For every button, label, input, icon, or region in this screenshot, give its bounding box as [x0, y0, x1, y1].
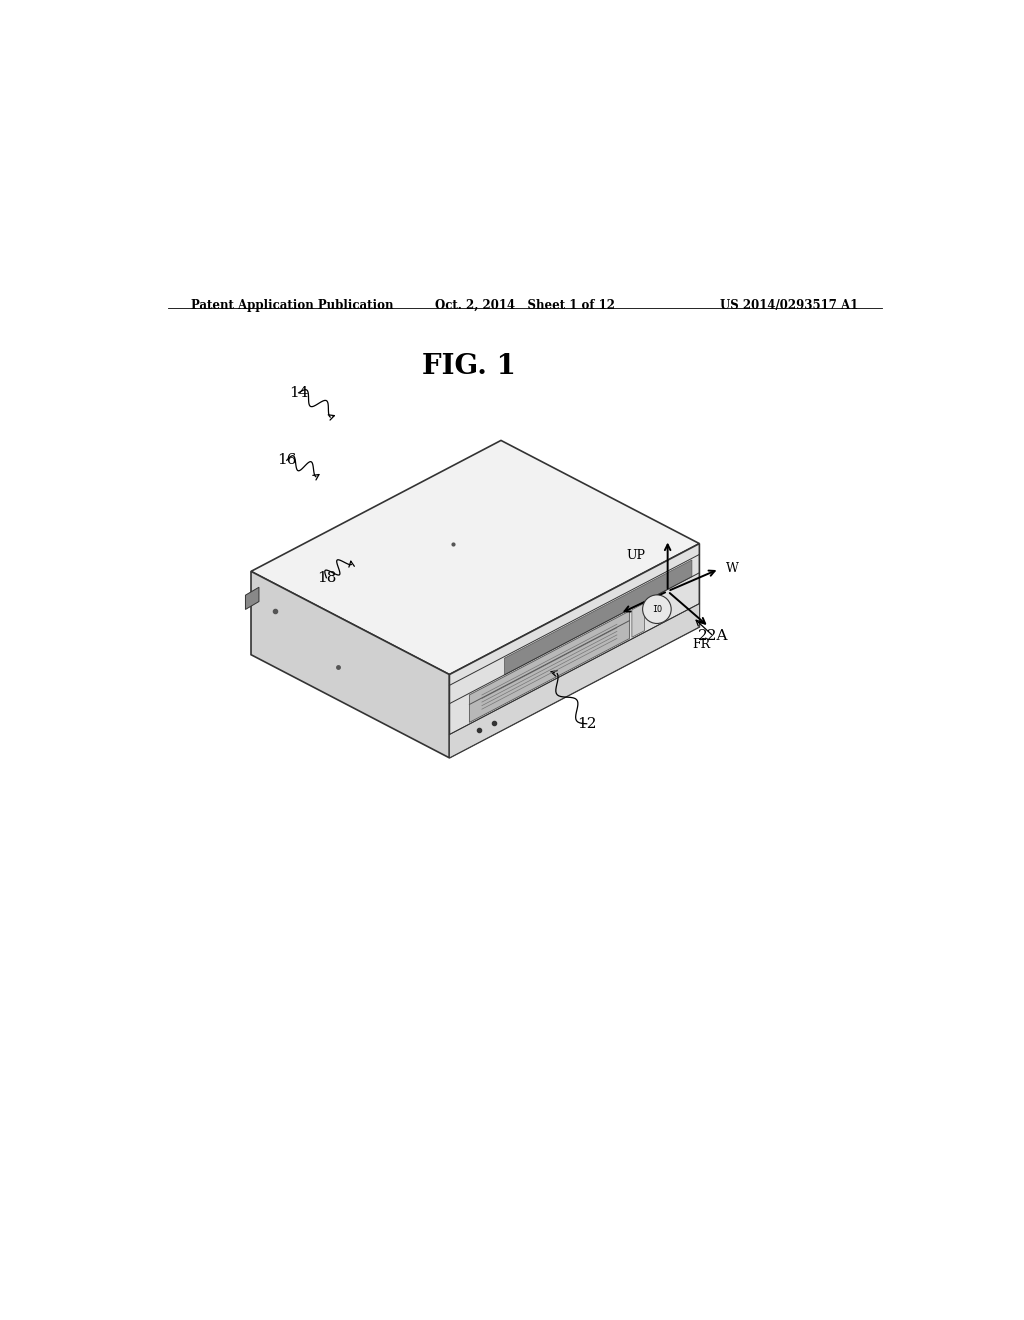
Text: 16: 16	[276, 453, 297, 467]
Text: FR: FR	[692, 638, 711, 651]
Polygon shape	[251, 572, 450, 758]
Circle shape	[643, 595, 671, 623]
Polygon shape	[469, 611, 630, 722]
Text: Patent Application Publication: Patent Application Publication	[191, 300, 394, 312]
Polygon shape	[450, 544, 699, 758]
Text: W: W	[726, 562, 738, 576]
Text: FIG. 1: FIG. 1	[422, 354, 515, 380]
Text: 12: 12	[577, 717, 596, 731]
Polygon shape	[251, 441, 699, 675]
Polygon shape	[246, 587, 259, 610]
Text: 14: 14	[289, 385, 308, 400]
Text: Oct. 2, 2014   Sheet 1 of 12: Oct. 2, 2014 Sheet 1 of 12	[435, 300, 614, 312]
Text: 22A: 22A	[698, 630, 729, 643]
Text: 18: 18	[316, 570, 336, 585]
Polygon shape	[505, 560, 692, 675]
Text: US 2014/0293517 A1: US 2014/0293517 A1	[720, 300, 858, 312]
Polygon shape	[450, 603, 699, 758]
Polygon shape	[632, 603, 644, 638]
Text: IO: IO	[652, 605, 662, 614]
Text: UP: UP	[627, 549, 645, 561]
